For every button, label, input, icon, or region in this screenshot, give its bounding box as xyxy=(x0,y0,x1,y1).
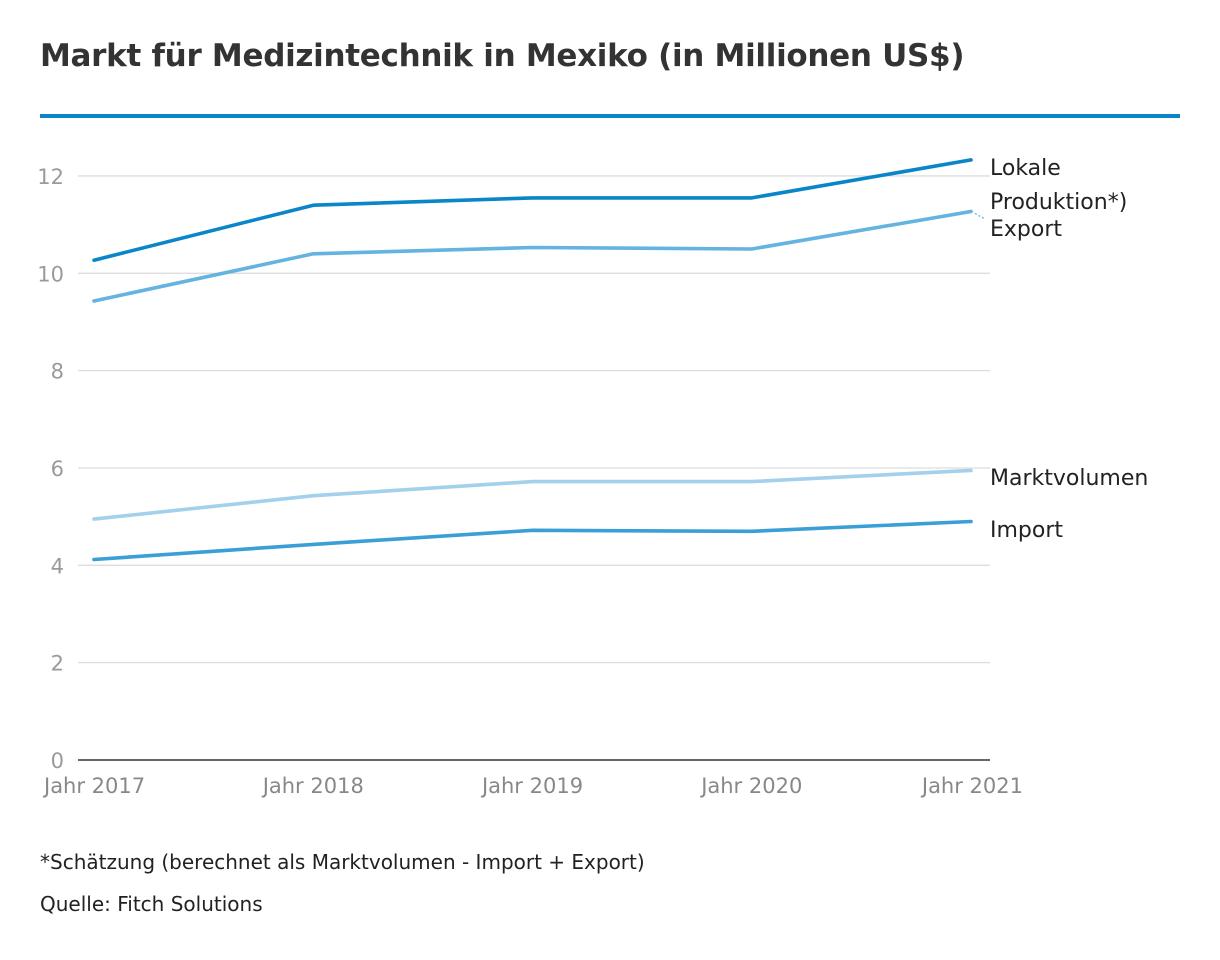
chart-title: Markt für Medizintechnik in Mexiko (in M… xyxy=(40,38,965,74)
x-tick-label: Jahr 2019 xyxy=(480,774,583,798)
y-tick-label: 4 xyxy=(51,554,64,578)
x-tick-label: Jahr 2017 xyxy=(42,774,145,798)
y-tick-label: 6 xyxy=(51,457,64,481)
y-tick-label: 8 xyxy=(51,360,64,384)
series-line-lokale-produktion xyxy=(92,158,973,263)
source-note: Quelle: Fitch Solutions xyxy=(40,892,263,916)
series-lines xyxy=(92,158,973,562)
series-label: Lokale xyxy=(990,156,1061,181)
series-label: Export xyxy=(990,217,1062,242)
series-line-export xyxy=(92,209,973,303)
series-labels: Lokale Produktion*)Export Marktvolumen Impo… xyxy=(974,156,1148,543)
series-line-import xyxy=(92,519,973,562)
x-tick-label: Jahr 2021 xyxy=(920,774,1023,798)
footnote: *Schätzung (berechnet als Marktvolumen -… xyxy=(40,850,645,874)
series-line-marktvolumen xyxy=(92,468,973,521)
x-tick-label: Jahr 2018 xyxy=(261,774,364,798)
x-tick-labels: Jahr 2017 Jahr 2018 Jahr 2019 Jahr 2020 Jahr… xyxy=(42,774,1023,798)
title-rule xyxy=(40,114,1180,118)
series-label: Produktion*) xyxy=(990,190,1127,215)
y-tick-label: 10 xyxy=(37,262,64,286)
series-label: Import xyxy=(990,518,1063,543)
y-tick-label: 0 xyxy=(51,749,64,773)
y-tick-label: 2 xyxy=(51,652,64,676)
y-tick-labels: 0 2 4 6 8 10 12 xyxy=(37,165,64,773)
export-label-leader xyxy=(974,212,986,220)
series-label: Marktvolumen xyxy=(990,466,1148,491)
y-tick-label: 12 xyxy=(37,165,64,189)
x-tick-label: Jahr 2020 xyxy=(699,774,802,798)
